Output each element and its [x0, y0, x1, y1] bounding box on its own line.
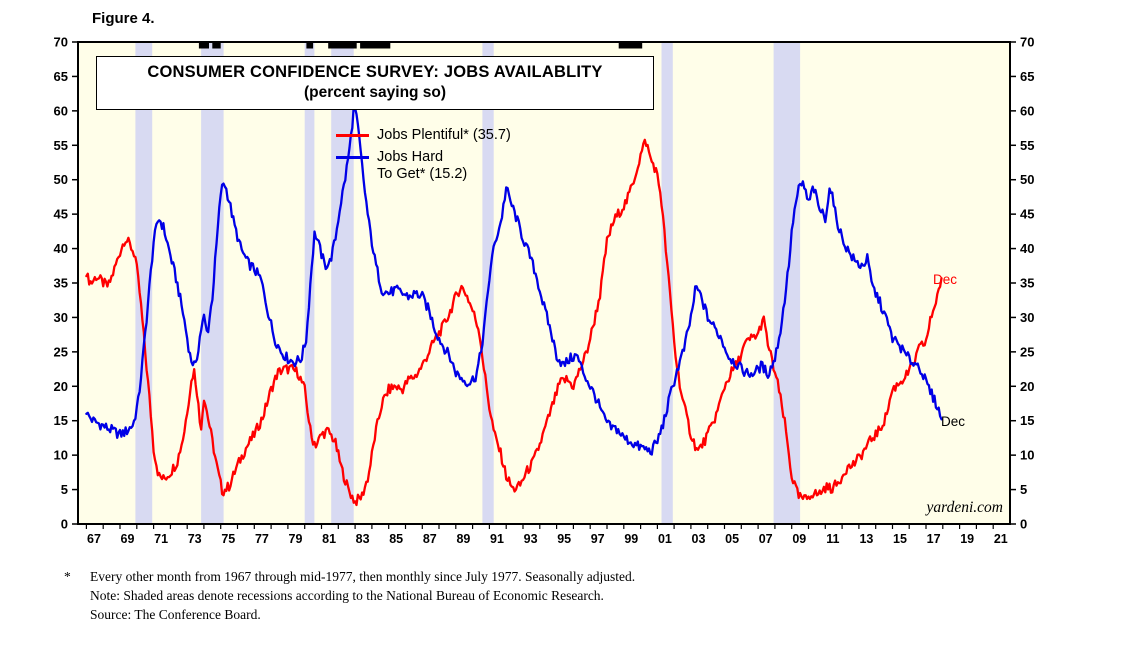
y-tick-label-right: 65 [1020, 69, 1034, 84]
y-tick-label-right: 5 [1020, 482, 1027, 497]
legend-item-jobs-plentiful: Jobs Plentiful* (35.7) [336, 127, 511, 144]
y-tick-label-left: 15 [54, 413, 68, 428]
footnote-marker-asterisk: * [64, 569, 71, 584]
y-tick-label-right: 20 [1020, 379, 1034, 394]
y-tick-label-right: 0 [1020, 517, 1027, 532]
footnotes: * Every other month from 1967 through mi… [64, 567, 635, 624]
footnote-text-3: Source: The Conference Board. [90, 607, 261, 622]
y-tick-label-right: 55 [1020, 138, 1034, 153]
legend-label-jobs-plentiful: Jobs Plentiful* (35.7) [377, 127, 511, 143]
y-tick-label-right: 60 [1020, 103, 1034, 118]
x-tick-label: 77 [255, 532, 269, 546]
footnote-marker-3 [64, 605, 90, 624]
y-tick-label-left: 50 [54, 172, 68, 187]
x-tick-label: 97 [591, 532, 605, 546]
y-tick-label-left: 45 [54, 207, 68, 222]
x-tick-label: 87 [423, 532, 437, 546]
legend-label-jobs-hard-to-get: Jobs Hard To Get* (15.2) [377, 149, 467, 183]
y-tick-label-left: 30 [54, 310, 68, 325]
series-end-label-jobs-hard-to-get: Dec [941, 414, 966, 429]
x-tick-label: 19 [960, 532, 974, 546]
y-tick-label-left: 20 [54, 379, 68, 394]
y-tick-label-right: 15 [1020, 413, 1034, 428]
y-tick-label-right: 30 [1020, 310, 1034, 325]
x-tick-label: 17 [927, 532, 941, 546]
legend-item-jobs-hard-to-get: Jobs Hard To Get* (15.2) [336, 149, 511, 183]
y-tick-label-right: 40 [1020, 241, 1034, 256]
recession-band [201, 42, 224, 524]
x-tick-label: 03 [692, 532, 706, 546]
legend-label-jobs-hard-line2: To Get* (15.2) [377, 166, 468, 182]
yardeni-watermark: yardeni.com [926, 499, 1003, 516]
x-tick-label: 09 [792, 532, 806, 546]
legend: Jobs Plentiful* (35.7) Jobs Hard To Get*… [336, 127, 511, 188]
y-tick-label-left: 70 [54, 35, 68, 50]
recession-band [135, 42, 153, 524]
x-tick-label: 95 [557, 532, 571, 546]
x-tick-label: 73 [188, 532, 202, 546]
legend-swatch-red-line [336, 134, 369, 137]
chart-subtitle: (percent saying so) [303, 84, 447, 101]
x-tick-label: 99 [624, 532, 638, 546]
plot-background [78, 42, 1010, 524]
y-tick-label-right: 50 [1020, 172, 1034, 187]
y-tick-label-right: 35 [1020, 276, 1034, 291]
recession-band [661, 42, 673, 524]
x-tick-label: 85 [389, 532, 403, 546]
top-edge-mark [328, 42, 357, 49]
x-tick-label: 15 [893, 532, 907, 546]
y-tick-label-right: 45 [1020, 207, 1034, 222]
recession-band [331, 42, 354, 524]
x-tick-label: 11 [826, 532, 839, 546]
y-tick-label-right: 25 [1020, 344, 1034, 359]
y-tick-label-left: 60 [54, 103, 68, 118]
x-tick-label: 21 [994, 532, 1008, 546]
x-tick-label: 07 [759, 532, 773, 546]
footnote-text-1: Every other month from 1967 through mid-… [90, 569, 636, 584]
x-tick-label: 89 [456, 532, 470, 546]
chart-title-box: CONSUMER CONFIDENCE SURVEY: JOBS AVAILAB… [96, 56, 654, 110]
legend-swatch-blue-line [336, 156, 369, 159]
x-tick-label: 69 [121, 532, 135, 546]
x-tick-label: 05 [725, 532, 739, 546]
top-edge-mark [212, 42, 221, 49]
x-tick-label: 01 [658, 532, 672, 546]
x-tick-label: 91 [490, 532, 504, 546]
x-tick-label: 93 [524, 532, 538, 546]
y-tick-label-left: 5 [61, 482, 68, 497]
y-tick-label-right: 70 [1020, 35, 1034, 50]
top-edge-mark [618, 42, 643, 49]
chart-title: CONSUMER CONFIDENCE SURVEY: JOBS AVAILAB… [147, 63, 603, 81]
y-tick-label-left: 10 [54, 448, 68, 463]
footnote-row-1: * Every other month from 1967 through mi… [64, 567, 635, 586]
x-tick-label: 81 [322, 532, 336, 546]
series-line-jobs-plentiful [85, 138, 943, 507]
x-tick-label: 79 [289, 532, 303, 546]
y-tick-label-left: 40 [54, 241, 68, 256]
footnote-text-2: Note: Shaded areas denote recessions acc… [90, 588, 604, 603]
x-tick-label: 13 [859, 532, 873, 546]
footnote-marker-2 [64, 586, 90, 605]
series-end-label-jobs-plentiful: Dec [933, 272, 958, 287]
top-edge-mark [360, 42, 391, 49]
x-tick-label: 75 [221, 532, 235, 546]
legend-label-jobs-hard-line1: Jobs Hard [377, 149, 444, 165]
y-tick-label-left: 0 [61, 517, 68, 532]
top-edge-mark [198, 42, 209, 49]
y-tick-label-left: 55 [54, 138, 68, 153]
footnote-row-3: Source: The Conference Board. [64, 605, 635, 624]
y-tick-label-left: 25 [54, 344, 68, 359]
x-tick-label: 71 [154, 532, 168, 546]
y-tick-label-left: 35 [54, 276, 68, 291]
top-edge-mark [306, 42, 314, 49]
footnote-row-2: Note: Shaded areas denote recessions acc… [64, 586, 635, 605]
x-tick-label: 83 [356, 532, 370, 546]
y-tick-label-right: 10 [1020, 448, 1034, 463]
figure-label: Figure 4. [92, 10, 155, 27]
y-tick-label-left: 65 [54, 69, 68, 84]
series-line-jobs-hard-to-get [85, 105, 943, 456]
x-tick-label: 67 [87, 532, 101, 546]
